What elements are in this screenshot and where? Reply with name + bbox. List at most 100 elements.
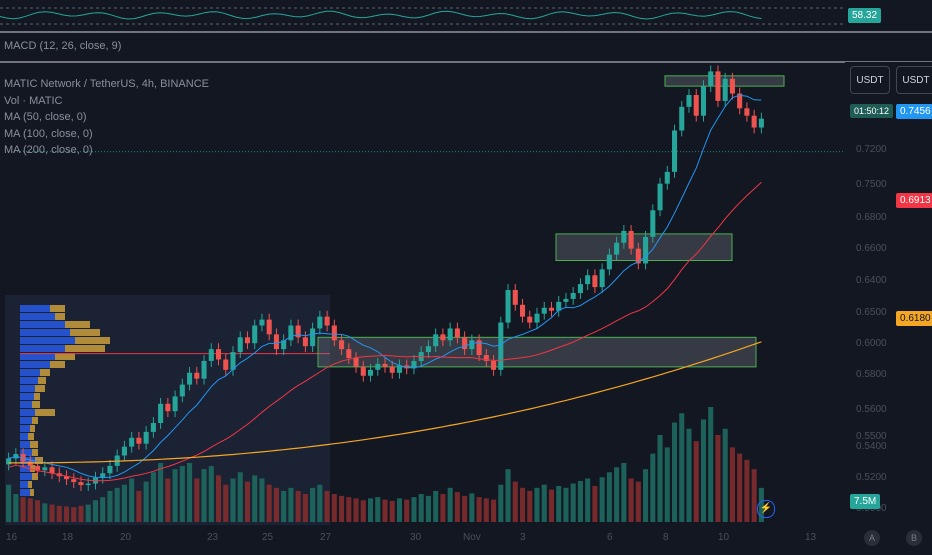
volume-bar [281,490,287,522]
legend-ma200[interactable]: MA (200, close, 0) [4,144,93,156]
candle-body [708,71,714,87]
volume-bar [244,481,251,522]
legend-vol[interactable]: Vol · MATIC [4,94,63,107]
volume-profile-down-bar [30,465,35,472]
candle-body [78,482,84,486]
legend-ma100[interactable]: MA (100, close, 0) [4,127,93,140]
volume-bar [404,499,410,522]
volume-bar [729,447,735,522]
volume-profile-down-bar [50,305,65,312]
volume-profile-down-bar [40,369,50,376]
volume-bar [722,428,728,522]
price-axis-label: 0.5500 [856,431,887,442]
candle-body [302,337,308,347]
legend-symbol[interactable]: MATIC Network / TetherUS, 4h, BINANCE [4,78,209,90]
candle-body [85,483,91,486]
candle-body [758,118,764,128]
candle-body [744,108,750,116]
volume-bar [686,428,692,522]
candle-body [534,313,540,323]
candle-body [252,325,258,344]
volume-profile-up-bar [20,409,35,416]
candle-body [614,242,620,255]
volume-bar [563,487,569,522]
volume-bar [375,497,381,522]
candle-body [643,236,649,264]
price-axis-label: 0.6500 [856,307,887,318]
candle-body [729,78,735,94]
time-axis-label: 25 [262,532,274,543]
volume-bar [548,489,555,522]
volume-bar [208,466,214,522]
candle-body [657,183,663,211]
time-axis-label: 16 [6,532,18,543]
candle-body [353,358,359,367]
volume-bar [230,478,236,522]
volume-bar [367,498,374,522]
candle-body [650,210,656,237]
volume-bar [165,478,171,522]
volume-profile-up-bar [20,433,28,440]
candle-body [266,319,272,335]
volume-bar [570,483,576,522]
bottom-icon-a[interactable]: A [864,530,880,546]
lightning-icon[interactable]: ⚡ [757,500,775,518]
candle-body [693,95,699,116]
candle-body [454,328,460,338]
volume-profile-down-bar [30,441,38,448]
currency-button-b[interactable]: USDT [896,66,932,94]
volume-profile-down-bar [32,417,38,424]
volume-profile-up-bar [20,457,35,464]
candle-body [310,328,316,347]
price-axis-label: 0.5800 [856,369,887,380]
volume-profile-up-bar [20,441,30,448]
volume-bar [621,462,627,522]
volume-bar [650,453,656,522]
volume-bar [751,469,757,522]
volume-profile-up-bar [20,377,38,384]
volume-bar [35,500,41,522]
volume-bar [114,487,120,522]
price-axis-label: 0.6000 [856,338,887,349]
volume-bar [440,494,446,522]
volume-bar [433,490,439,522]
volume-bar [541,484,547,522]
volume-bar [158,462,164,522]
candle-body [411,360,417,369]
volume-profile-up-bar [20,481,28,488]
candle-body [505,290,511,323]
volume-profile-down-bar [38,377,46,384]
bottom-icon-b[interactable]: B [906,530,922,546]
volume-profile-up-bar [20,393,34,400]
volume-bar [505,469,511,522]
volume-bar [49,504,55,522]
volume-bar [519,487,526,522]
rsi-pane [0,0,932,32]
candle-body [628,230,634,249]
price-axis-label: 0.6600 [856,243,887,254]
volume-bar [483,498,489,522]
volume-bar [56,505,62,522]
candle-body [6,458,12,465]
currency-button-a[interactable]: USDT [850,66,890,94]
candle-body [346,349,352,359]
candle-body [737,93,743,109]
macd-label: MACD (12, 26, close, 9) [4,40,122,52]
time-axis-label: 13 [805,532,817,543]
volume-bar [679,413,685,522]
candle-body [671,130,678,172]
candle-body [288,325,294,341]
volume-bar [295,490,301,522]
candle-body [27,461,33,466]
volume-bar [454,492,460,522]
volume-bar [396,498,403,522]
volume-bar [223,484,229,522]
volume-bar [172,469,178,522]
time-axis-label: 20 [120,532,132,543]
legend-ma50[interactable]: MA (50, close, 0) [4,111,87,123]
volume-bar [201,469,207,522]
candle-body [700,86,707,116]
volume-bar [425,495,431,522]
candle-body [121,446,127,456]
